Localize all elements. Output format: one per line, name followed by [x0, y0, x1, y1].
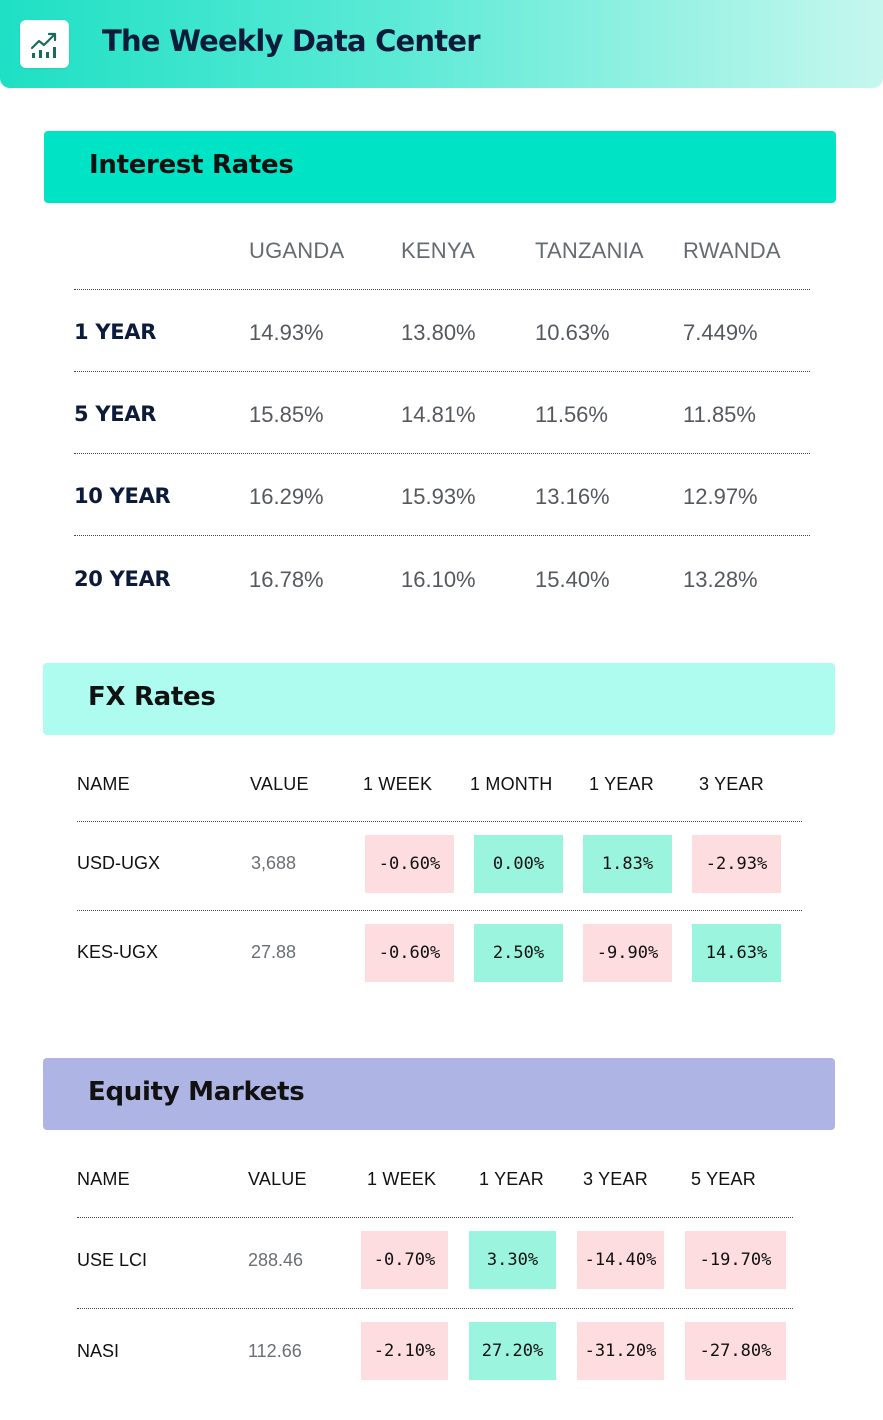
- divider: [74, 453, 810, 454]
- column-header-3-year: 3 YEAR: [699, 774, 764, 794]
- column-header-1-week: 1 WEEK: [363, 774, 433, 794]
- column-header-1-year: 1 YEAR: [589, 774, 654, 794]
- fx-value: 27.88: [251, 942, 297, 962]
- row-label-10-year: 10 YEAR: [74, 484, 171, 508]
- rate-cell: 11.56%: [535, 402, 608, 427]
- app-header: The Weekly Data Center: [0, 0, 883, 88]
- column-header-1-year: 1 YEAR: [479, 1169, 544, 1189]
- chart-growth-icon: [20, 20, 69, 68]
- change-chip: -2.93%: [692, 835, 781, 893]
- rate-cell: 13.16%: [535, 484, 610, 509]
- column-header-rwanda: RWANDA: [683, 238, 781, 263]
- rate-cell: 16.29%: [249, 484, 324, 509]
- column-header-1-week: 1 WEEK: [367, 1169, 437, 1189]
- page-title: The Weekly Data Center: [102, 24, 481, 58]
- column-header-value: VALUE: [250, 774, 309, 794]
- divider: [74, 371, 810, 372]
- column-header-5-year: 5 YEAR: [691, 1169, 756, 1189]
- divider: [74, 289, 810, 290]
- index-value: 288.46: [248, 1250, 304, 1270]
- row-label-5-year: 5 YEAR: [74, 402, 157, 426]
- rate-cell: 13.80%: [401, 320, 476, 345]
- rate-cell: 16.10%: [401, 567, 476, 592]
- change-chip: -9.90%: [583, 924, 672, 982]
- column-header-name: NAME: [77, 1169, 130, 1189]
- rate-cell: 15.93%: [401, 484, 476, 509]
- rate-cell: 16.78%: [249, 567, 324, 592]
- fx-pair-name: KES-UGX: [77, 942, 159, 962]
- rate-cell: 14.81%: [401, 402, 476, 427]
- fx-pair-name: USD-UGX: [77, 853, 161, 873]
- change-chip: -14.40%: [577, 1231, 664, 1289]
- column-header-1-month: 1 MONTH: [470, 774, 553, 794]
- change-chip: -0.70%: [361, 1231, 448, 1289]
- change-chip: 0.00%: [474, 835, 563, 893]
- column-header-value: VALUE: [248, 1169, 307, 1189]
- section-title: Equity Markets: [88, 1077, 305, 1107]
- rate-cell: 12.97%: [683, 484, 758, 509]
- section-title: Interest Rates: [89, 150, 294, 180]
- index-value: 112.66: [248, 1341, 302, 1361]
- column-header-3-year: 3 YEAR: [583, 1169, 648, 1189]
- change-chip: -19.70%: [685, 1231, 786, 1289]
- fx-value: 3,688: [251, 853, 297, 873]
- divider: [74, 535, 810, 536]
- interest-rates-header: Interest Rates: [44, 131, 836, 203]
- column-header-tanzania: TANZANIA: [535, 238, 644, 263]
- change-chip: -2.10%: [361, 1322, 448, 1380]
- change-chip: -31.20%: [577, 1322, 664, 1380]
- change-chip: -0.60%: [365, 924, 454, 982]
- fx-rates-header: FX Rates: [43, 663, 835, 735]
- change-chip: 2.50%: [474, 924, 563, 982]
- index-name: USE LCI: [77, 1250, 148, 1270]
- rate-cell: 15.85%: [249, 402, 324, 427]
- section-title: FX Rates: [88, 682, 216, 712]
- divider: [77, 821, 802, 822]
- rate-cell: 10.63%: [535, 320, 610, 345]
- rate-cell: 15.40%: [535, 567, 610, 592]
- equity-markets-header: Equity Markets: [43, 1058, 835, 1130]
- change-chip: 14.63%: [692, 924, 781, 982]
- change-chip: 1.83%: [583, 835, 672, 893]
- row-label-20-year: 20 YEAR: [74, 567, 171, 591]
- rate-cell: 11.85%: [683, 402, 756, 427]
- index-name: NASI: [77, 1341, 120, 1361]
- column-header-uganda: UGANDA: [249, 238, 345, 263]
- divider: [77, 1217, 793, 1218]
- change-chip: -0.60%: [365, 835, 454, 893]
- divider: [77, 1308, 793, 1309]
- divider: [77, 910, 802, 911]
- change-chip: 27.20%: [469, 1322, 556, 1380]
- change-chip: 3.30%: [469, 1231, 556, 1289]
- rate-cell: 13.28%: [683, 567, 758, 592]
- column-header-kenya: KENYA: [401, 238, 475, 263]
- rate-cell: 14.93%: [249, 320, 324, 345]
- change-chip: -27.80%: [685, 1322, 786, 1380]
- rate-cell: 7.449%: [683, 320, 758, 345]
- column-header-name: NAME: [77, 774, 130, 794]
- row-label-1-year: 1 YEAR: [74, 320, 157, 344]
